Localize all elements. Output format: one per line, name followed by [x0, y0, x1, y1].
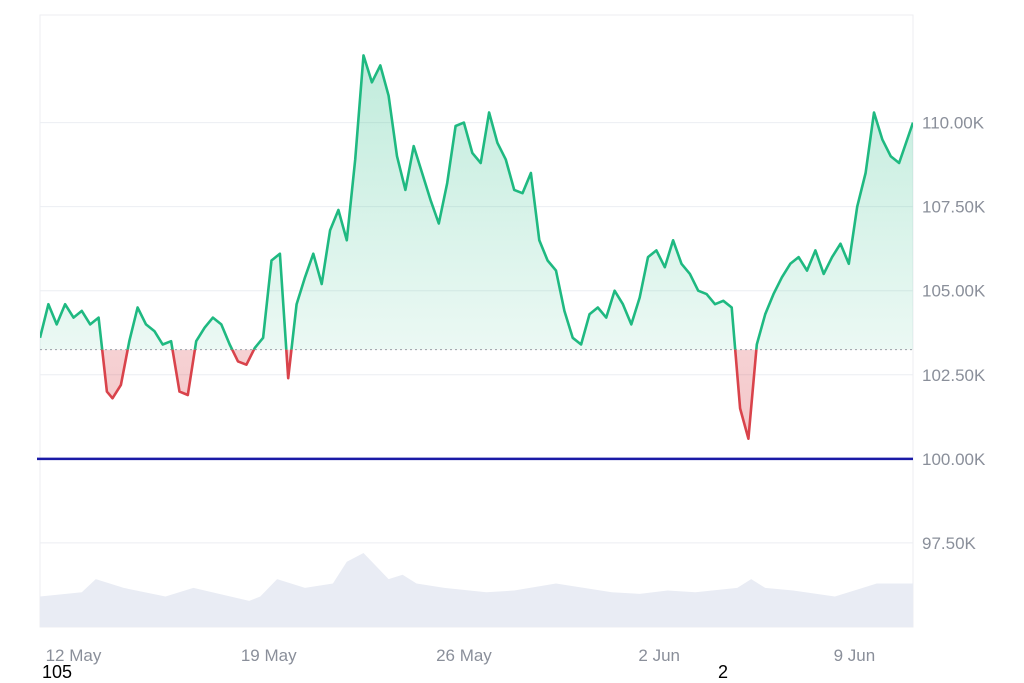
x-tick-label: 2 Jun: [638, 646, 680, 665]
y-tick-label: 110.00K: [922, 114, 985, 133]
y-axis-labels: 97.50K 100.00K 102.50K 105.00K 107.50K 110.00…: [922, 114, 986, 553]
price-line-below: [100, 349, 758, 440]
y-tick-label: 97.50K: [922, 534, 977, 553]
x-tick-label: 19 May: [241, 646, 297, 665]
x-tick-label: 12 May: [46, 646, 102, 665]
footer-left-label: 105: [42, 662, 73, 682]
x-tick-label: 9 Jun: [834, 646, 876, 665]
footer-mid-label: 2: [718, 662, 729, 682]
y-tick-label: 105.00K: [922, 282, 986, 301]
volume-area: [40, 553, 913, 627]
y-tick-label: 107.50K: [922, 198, 986, 217]
price-line-above: [40, 54, 913, 350]
y-tick-label: 100.00K: [922, 450, 986, 469]
y-tick-label: 102.50K: [922, 366, 986, 385]
area-above-baseline: [40, 55, 913, 350]
x-axis-labels: 12 May 19 May 26 May 2 Jun 9 Jun: [46, 646, 876, 665]
x-tick-label: 26 May: [436, 646, 492, 665]
